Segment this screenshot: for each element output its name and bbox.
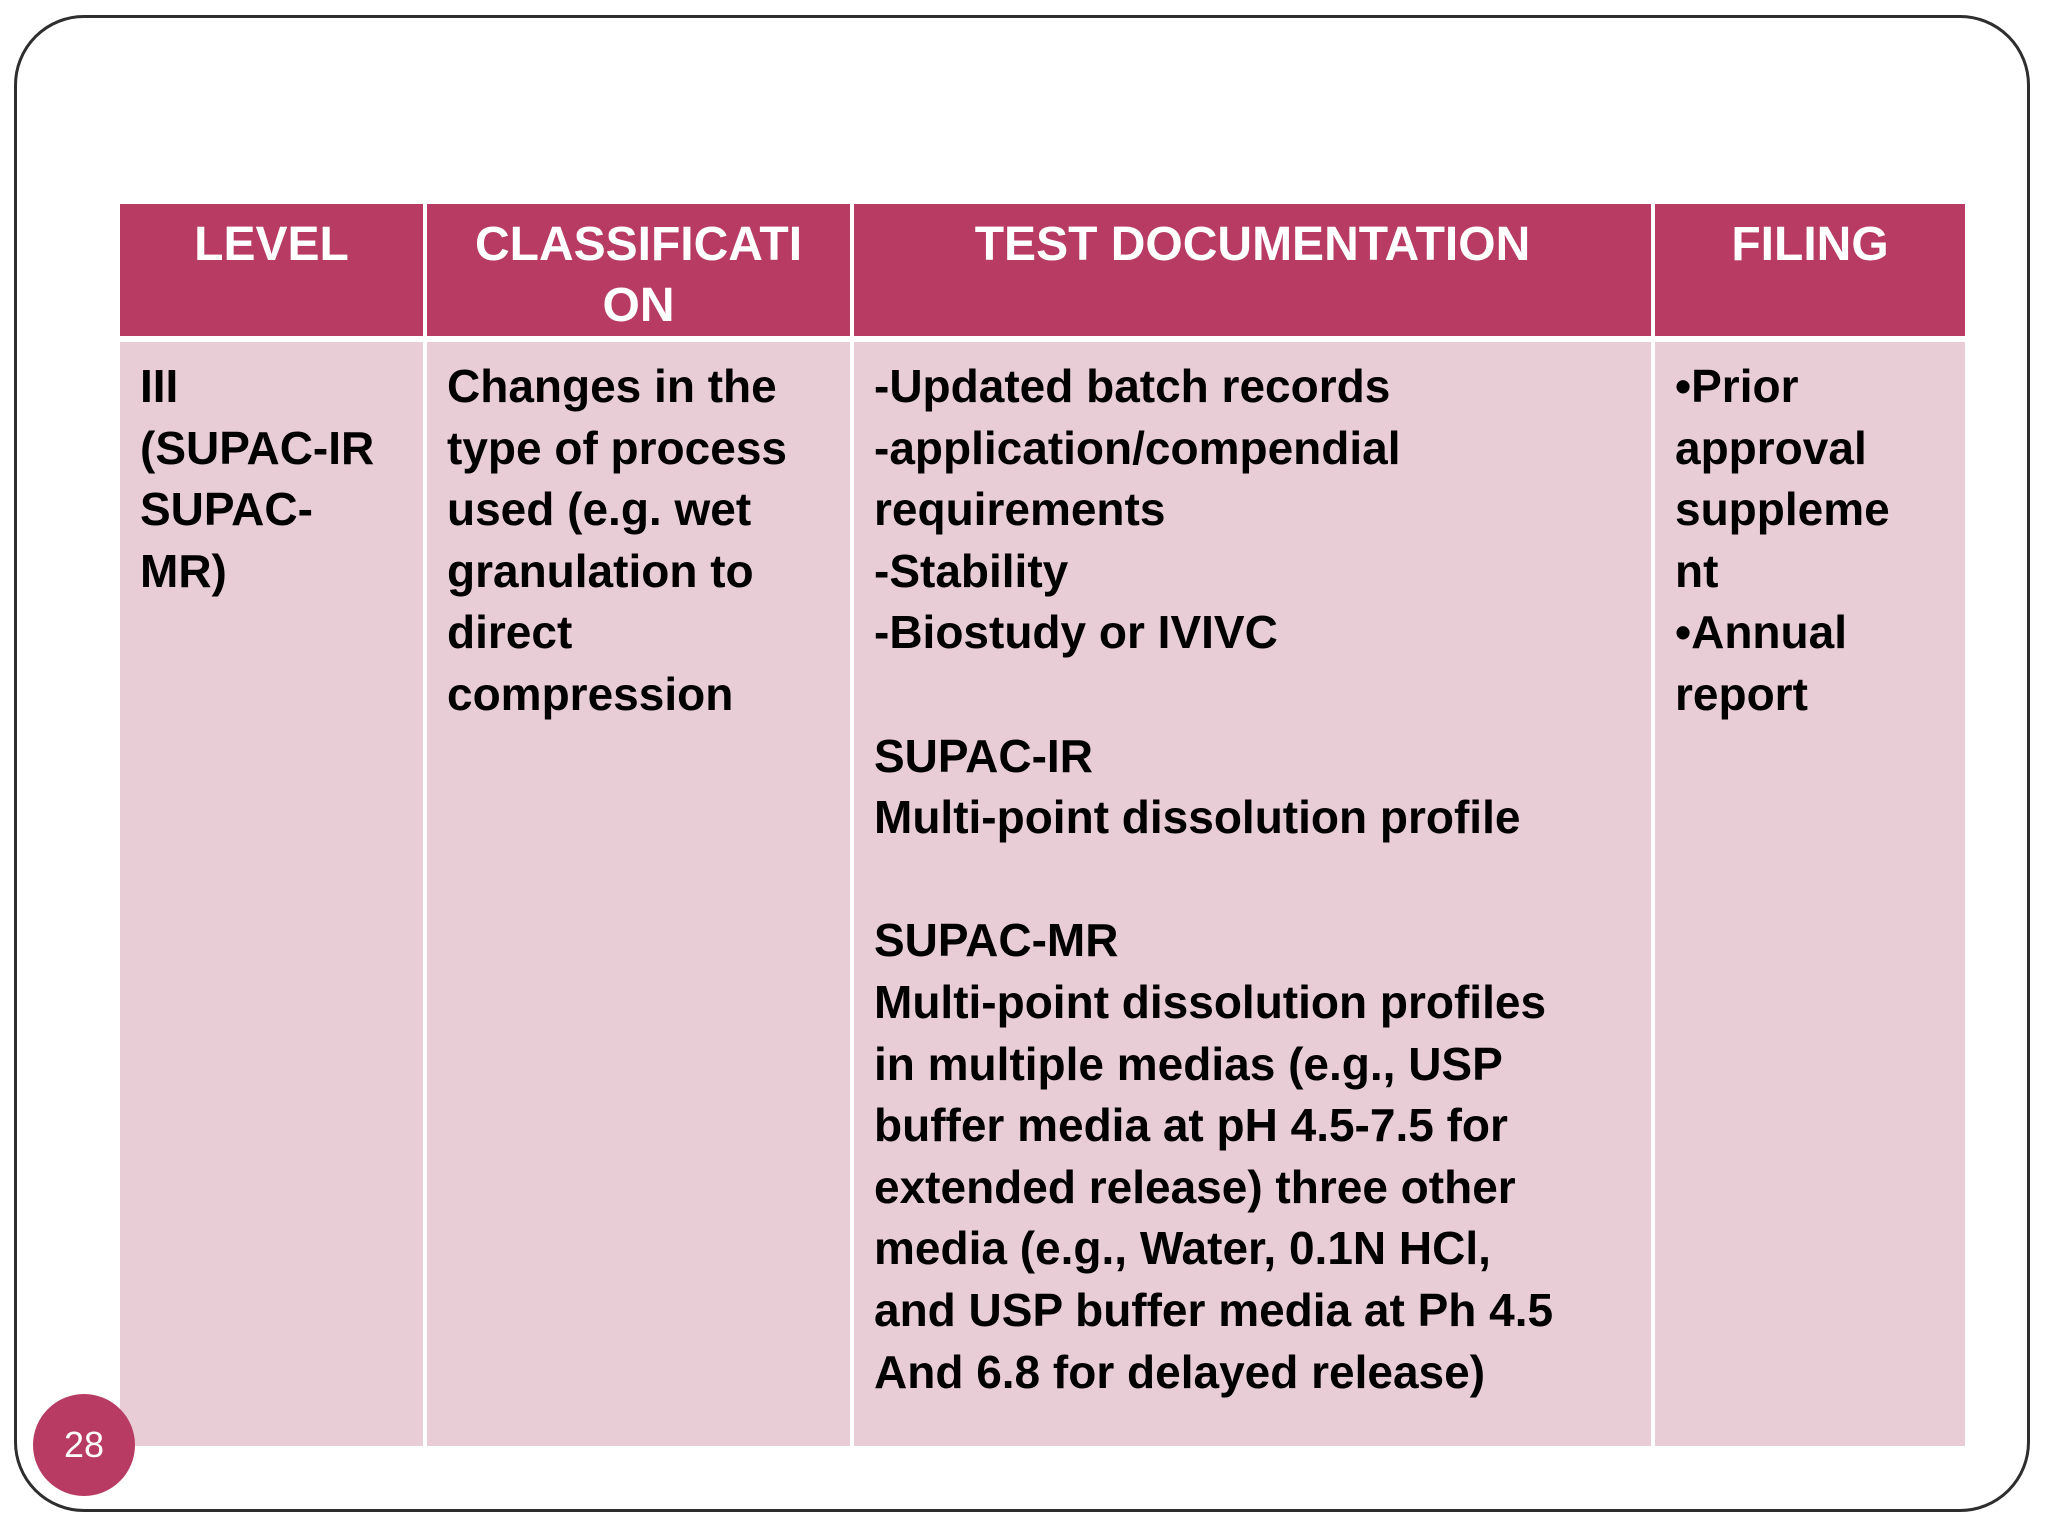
table-row: III (SUPAC-IR SUPAC- MR) Changes in the … — [120, 342, 1965, 1446]
cell-level: III (SUPAC-IR SUPAC- MR) — [120, 342, 427, 1446]
header-classification: CLASSIFICATI ON — [427, 204, 854, 342]
header-test-documentation: TEST DOCUMENTATION — [854, 204, 1655, 342]
cell-test-documentation: -Updated batch records -application/comp… — [854, 342, 1655, 1446]
cell-filing: •Prior approval suppleme nt •Annual repo… — [1655, 342, 1965, 1446]
header-filing: FILING — [1655, 204, 1965, 342]
page-number-badge: 28 — [33, 1394, 135, 1496]
supac-level-table: LEVEL CLASSIFICATI ON TEST DOCUMENTATION… — [120, 204, 1965, 1446]
table-header-row: LEVEL CLASSIFICATI ON TEST DOCUMENTATION… — [120, 204, 1965, 342]
cell-classification: Changes in the type of process used (e.g… — [427, 342, 854, 1446]
header-level: LEVEL — [120, 204, 427, 342]
